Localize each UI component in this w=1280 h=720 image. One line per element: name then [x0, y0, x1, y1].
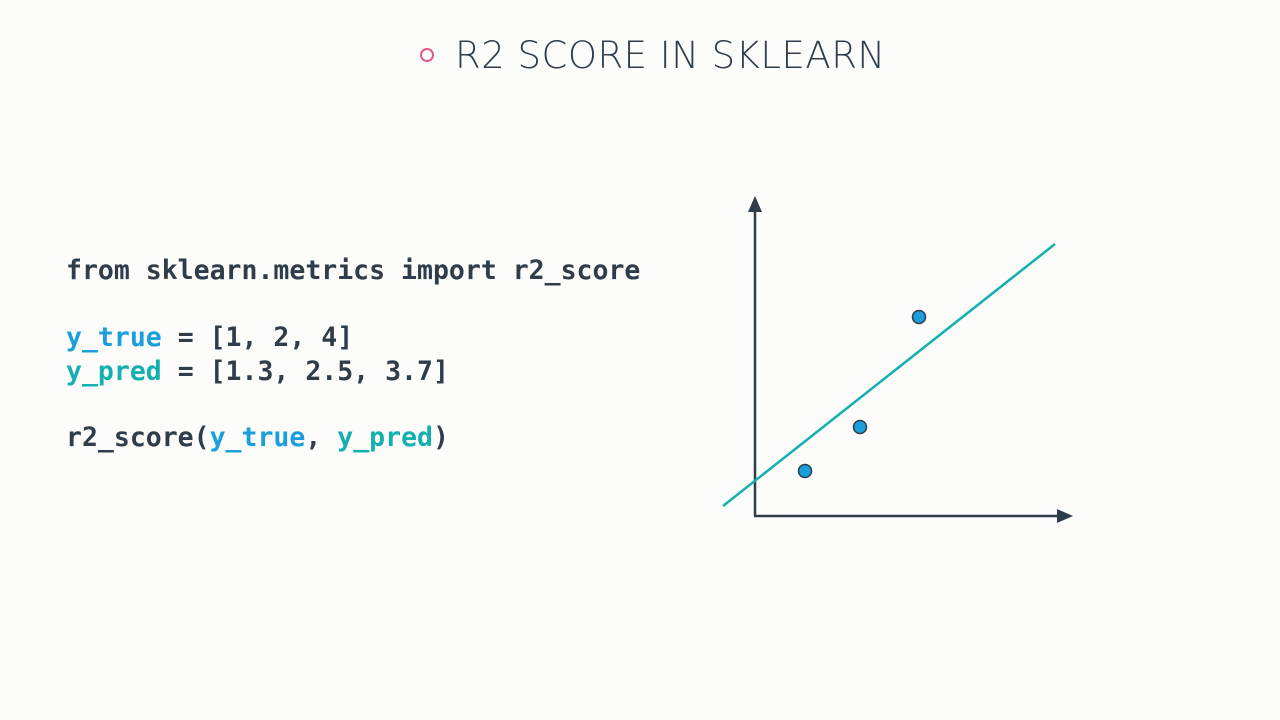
code-line: y_true = [1, 2, 4] — [66, 321, 353, 355]
code-token: r2_score( — [66, 422, 210, 453]
code-token: y_true — [66, 322, 162, 353]
point — [797, 463, 813, 479]
code-token: y_pred — [66, 356, 162, 387]
slide-title: R2 SCORE IN SKLEARN — [455, 34, 886, 77]
title-bullet — [420, 48, 434, 62]
code-token: , — [305, 422, 338, 453]
code-token: y_pred — [337, 422, 433, 453]
point — [852, 419, 868, 435]
code-token: y_true — [209, 422, 306, 453]
code-token: = [1.3, 2.5, 3.7] — [161, 356, 449, 387]
fit-line — [722, 243, 1056, 507]
code-token: = [1, 2, 4] — [161, 322, 354, 353]
code-line: r2_score(y_true, y_pred) — [66, 421, 449, 455]
y-arrow — [748, 196, 762, 212]
code-line: y_pred = [1.3, 2.5, 3.7] — [66, 355, 449, 389]
code-line: from sklearn.metrics import r2_score — [66, 254, 640, 288]
x-arrow — [1057, 509, 1073, 523]
code-token: ) — [432, 422, 449, 453]
point — [911, 309, 927, 325]
code-token: from sklearn.metrics import r2_score — [66, 255, 641, 286]
